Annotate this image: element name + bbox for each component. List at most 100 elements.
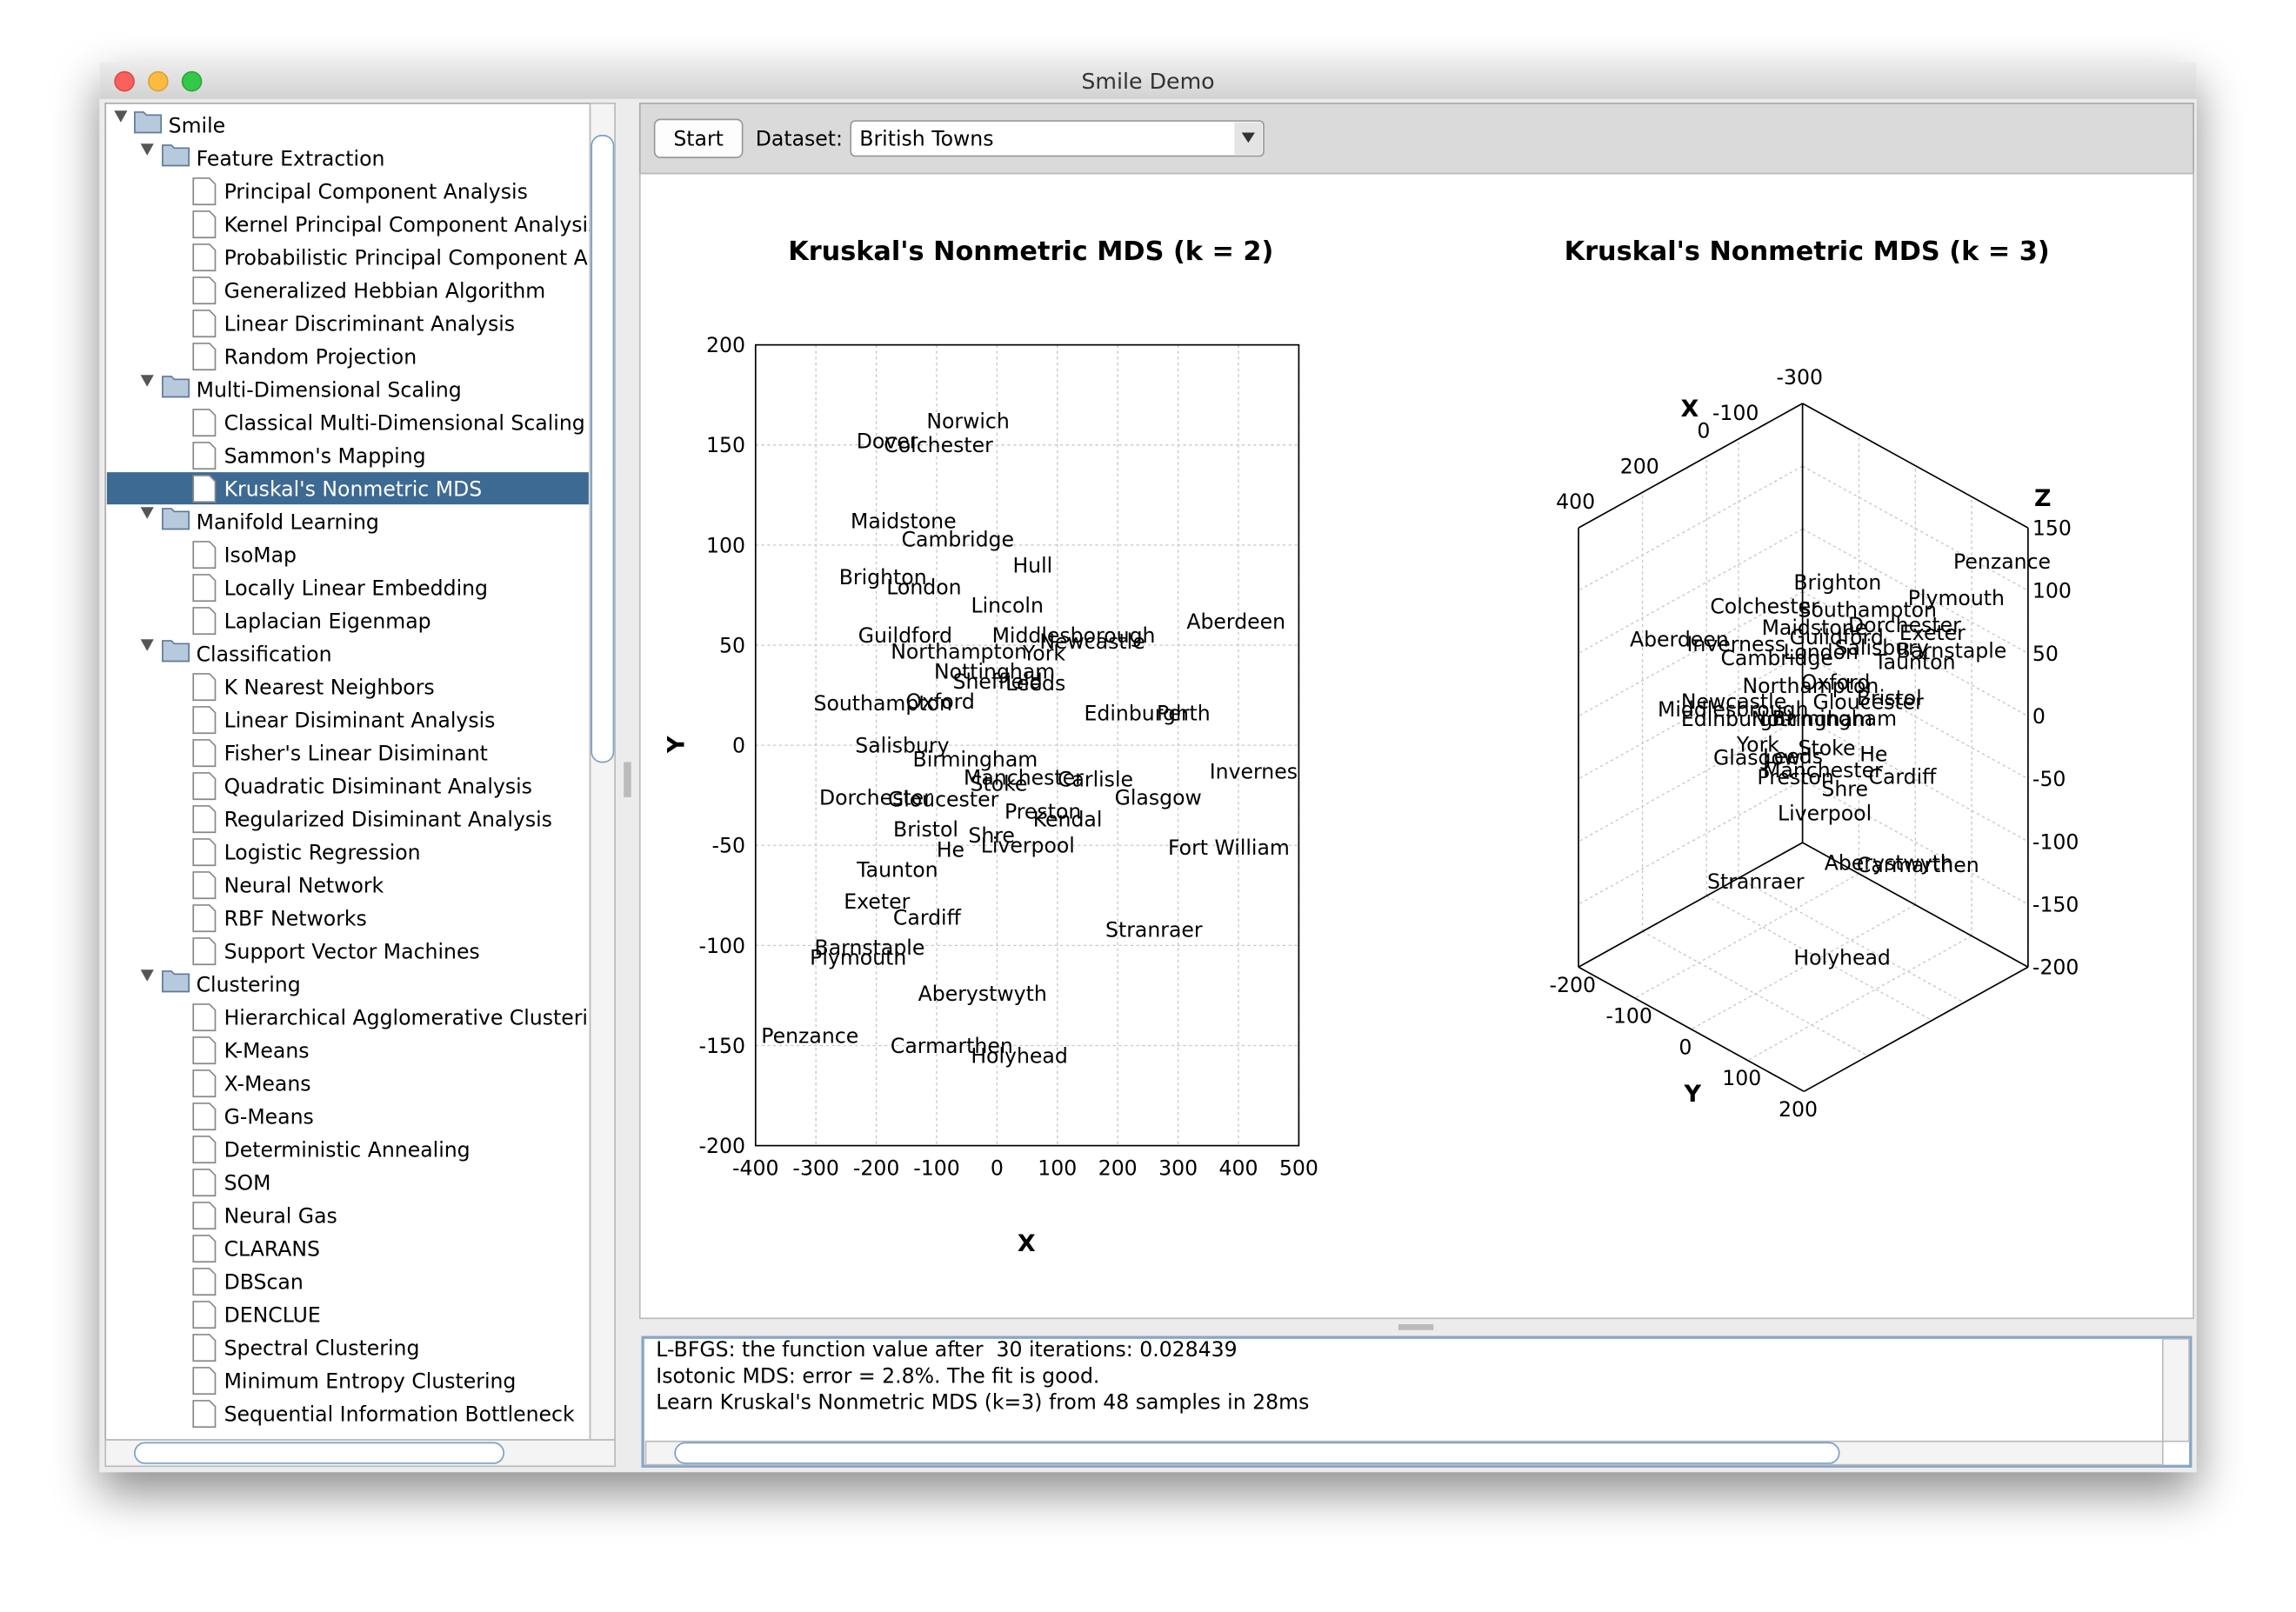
x-tick-label: 0: [1697, 418, 1710, 443]
tree-group[interactable]: Multi-Dimensional Scaling: [197, 378, 462, 403]
tree-item[interactable]: Laplacian Eigenmap: [224, 609, 431, 634]
file-icon: [192, 210, 217, 239]
tree-item[interactable]: IsoMap: [224, 543, 297, 568]
dataset-combo[interactable]: [850, 120, 1265, 157]
chart-panel: [638, 172, 2194, 1320]
tree-item[interactable]: SOM: [224, 1171, 271, 1196]
tree-group[interactable]: Manifold Learning: [197, 510, 379, 535]
file-icon: [192, 772, 217, 801]
folder-icon: [134, 111, 163, 134]
point-label: Gloucester: [888, 788, 999, 812]
tree-item[interactable]: Generalized Hebbian Algorithm: [224, 279, 546, 303]
point-label: Plymouth: [810, 946, 906, 970]
point-label: Northampton: [891, 639, 1027, 663]
point-label: Stranraer: [1707, 869, 1805, 894]
z-tick-label: -100: [2032, 829, 2079, 854]
close-button[interactable]: [114, 70, 135, 92]
tree-item[interactable]: Linear Disiminant Analysis: [224, 709, 496, 733]
file-icon: [192, 1235, 217, 1263]
file-icon: [192, 310, 217, 338]
tree-item[interactable]: Spectral Clustering: [224, 1336, 420, 1361]
grid-line: [1578, 716, 1803, 843]
tree-item[interactable]: X-Means: [224, 1072, 311, 1096]
point-label: Cardiff: [893, 906, 962, 930]
log-hscroll-thumb[interactable]: [674, 1442, 1840, 1464]
tree-item[interactable]: G-Means: [224, 1105, 314, 1129]
point-label: Aberystwyth: [918, 982, 1047, 1006]
tree-group[interactable]: Classification: [197, 643, 332, 667]
tree-item[interactable]: Locally Linear Embedding: [224, 576, 488, 601]
folder-icon: [162, 508, 190, 530]
point-label: Plymouth: [1908, 586, 2005, 610]
tree-item[interactable]: Probabilistic Principal Component Analys…: [224, 246, 658, 270]
file-icon: [192, 904, 217, 933]
tree-item[interactable]: Hierarchical Agglomerative Clustering: [224, 1006, 614, 1030]
tree-item[interactable]: K-Means: [224, 1039, 310, 1063]
tree-item[interactable]: Kernel Principal Component Analysis: [224, 213, 599, 237]
expand-toggle[interactable]: [140, 143, 154, 156]
point-label: Invernes: [1210, 759, 1298, 783]
tree-item[interactable]: Kruskal's Nonmetric MDS: [224, 477, 483, 502]
point-label: Penzance: [1953, 550, 2051, 574]
tree-hscroll-thumb[interactable]: [134, 1442, 505, 1464]
file-icon: [192, 1136, 217, 1164]
expand-toggle[interactable]: [140, 969, 154, 982]
expand-toggle[interactable]: [140, 507, 154, 519]
tree-item[interactable]: RBF Networks: [224, 907, 367, 931]
tree-item[interactable]: Classical Multi-Dimensional Scaling: [224, 411, 585, 436]
tree-item[interactable]: K Nearest Neighbors: [224, 676, 435, 700]
tree-item[interactable]: Support Vector Machines: [224, 940, 480, 964]
tree-item[interactable]: Principal Component Analysis: [224, 180, 528, 204]
point-label: Barnstaple: [815, 936, 925, 960]
tree-item[interactable]: Neural Network: [224, 874, 384, 898]
y-axis-label: Y: [663, 736, 690, 754]
grid-line: [1802, 716, 2029, 843]
x-tick-label: 300: [1158, 1156, 1198, 1180]
tree-item[interactable]: Deterministic Annealing: [224, 1138, 471, 1162]
tree-item[interactable]: DENCLUE: [224, 1303, 321, 1328]
point-label: Maidstone: [851, 510, 957, 534]
y-tick-label: 50: [719, 633, 745, 657]
log-vscrollbar[interactable]: [2161, 1338, 2190, 1442]
tree-item[interactable]: Random Projection: [224, 345, 417, 370]
minimize-button[interactable]: [148, 70, 169, 92]
tree-item[interactable]: Logistic Regression: [224, 841, 421, 865]
expand-toggle[interactable]: [114, 110, 128, 123]
tree-vscroll-thumb[interactable]: [591, 135, 615, 763]
splitter[interactable]: [624, 762, 631, 797]
tree-item[interactable]: Neural Gas: [224, 1204, 337, 1229]
point-label: Exeter: [1899, 621, 1966, 645]
y-tick-label: 0: [732, 734, 745, 758]
tree-item[interactable]: Quadratic Disiminant Analysis: [224, 775, 532, 799]
point-label: Colchester: [884, 433, 993, 457]
point-label: Fort William: [1168, 836, 1290, 860]
tree-item[interactable]: Fisher's Linear Disiminant: [224, 742, 488, 766]
tree-root[interactable]: Smile: [169, 114, 226, 138]
start-button[interactable]: [653, 118, 744, 158]
y-tick-label: -100: [699, 934, 745, 958]
log-splitter[interactable]: [1398, 1324, 1434, 1330]
grid-line: [1802, 528, 2029, 655]
point-label: Nottingham: [934, 659, 1055, 683]
tree-item[interactable]: Regularized Disiminant Analysis: [224, 808, 552, 832]
tree-item[interactable]: Linear Discriminant Analysis: [224, 312, 516, 336]
point-label: Exeter: [844, 889, 910, 914]
tree-item[interactable]: Sammon's Mapping: [224, 444, 426, 469]
tree-item[interactable]: CLARANS: [224, 1237, 320, 1262]
tree-group[interactable]: Feature Extraction: [197, 147, 385, 171]
folder-icon: [162, 144, 190, 167]
grid-line: [1578, 654, 1803, 780]
tree-item[interactable]: Sequential Information Bottleneck: [224, 1402, 575, 1427]
tree-item[interactable]: DBScan: [224, 1270, 304, 1295]
tree-item[interactable]: Minimum Entropy Clustering: [224, 1369, 517, 1394]
tree-group[interactable]: Clustering: [197, 973, 301, 997]
file-icon: [192, 871, 217, 900]
point-label: Carmarthen: [1857, 853, 1979, 877]
x-tick-label: -100: [1712, 401, 1759, 425]
expand-toggle[interactable]: [140, 639, 154, 651]
point-label: York: [1022, 642, 1065, 666]
window-title: Smile Demo: [1081, 69, 1214, 94]
zoom-button[interactable]: [181, 70, 203, 92]
expand-toggle[interactable]: [140, 375, 154, 387]
